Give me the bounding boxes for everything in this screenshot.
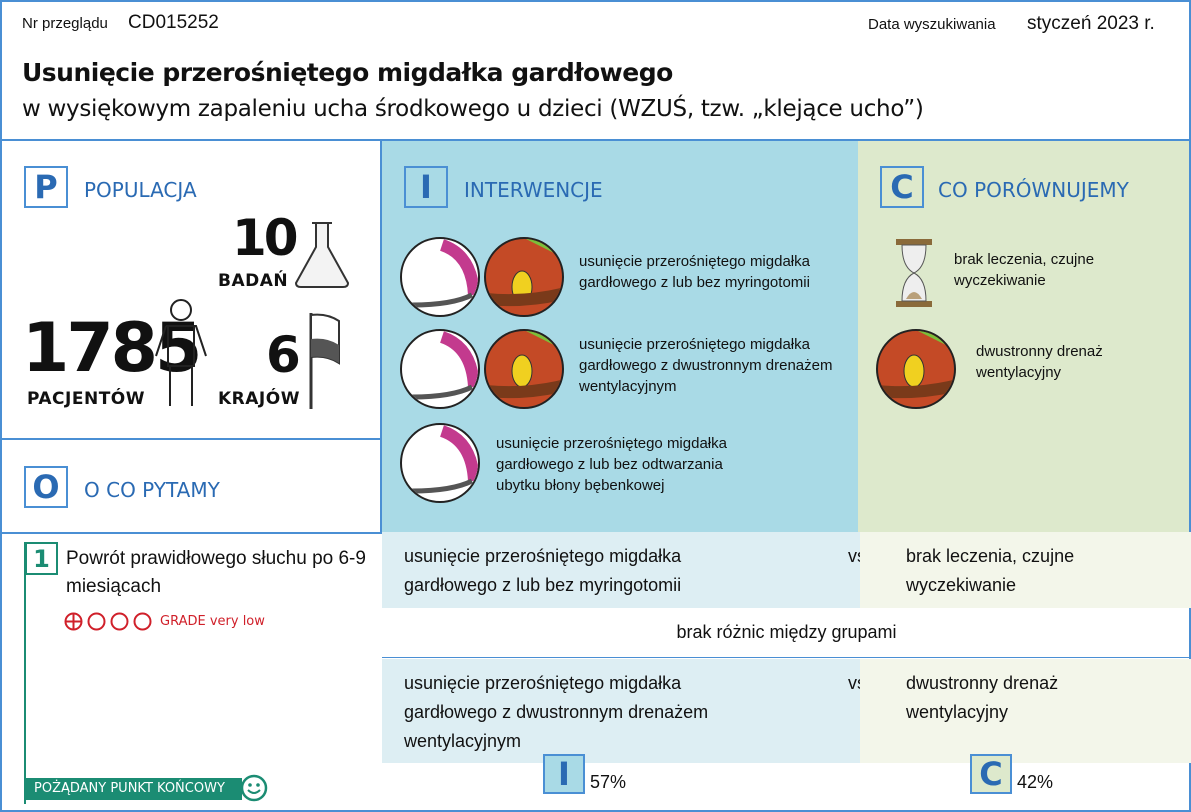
intervention-item: usunięcie przerośniętego migdałka gardło… bbox=[579, 336, 833, 395]
outcome-bar bbox=[24, 542, 26, 804]
control-text: dwustronny drenaż wentylacyjny bbox=[906, 673, 1059, 722]
ear-tube-icon bbox=[484, 237, 564, 317]
page-subtitle: w wysiękowym zapaleniu ucha środkowego u… bbox=[22, 96, 924, 122]
adenoid-removal-icon bbox=[400, 237, 480, 317]
countries-count: 6 bbox=[266, 326, 301, 384]
comparison-letter: C bbox=[880, 166, 924, 208]
patients-label: PACJENTÓW bbox=[27, 389, 145, 409]
flag-icon bbox=[309, 313, 340, 409]
review-id: CD015252 bbox=[128, 12, 219, 33]
smiley-icon bbox=[240, 774, 268, 802]
outcome-letter: O bbox=[24, 466, 68, 508]
comparison-result-letter: C bbox=[970, 754, 1012, 794]
date-label: Data wyszukiwania bbox=[868, 16, 996, 33]
hourglass-icon bbox=[896, 239, 932, 307]
ear-tube-icon bbox=[484, 329, 564, 409]
date-value: styczeń 2023 r. bbox=[1027, 13, 1155, 34]
grade-filled-icon bbox=[64, 612, 83, 631]
flask-icon bbox=[294, 222, 350, 288]
intervention-result-letter: I bbox=[543, 754, 585, 794]
person-icon bbox=[155, 299, 207, 406]
interventions-letter: I bbox=[404, 166, 448, 208]
population-panel: P POPULACJA 10 BADAŃ 1785 PACJENTÓW 6 KR… bbox=[0, 139, 382, 440]
comparison-row-1-control: brak leczenia, czujne wyczekiwanie bbox=[860, 532, 1191, 608]
grade-empty-icon bbox=[133, 612, 152, 631]
patients-count: 1785 bbox=[22, 309, 202, 388]
ear-tube-icon bbox=[876, 329, 956, 409]
outcome-text: Powrót prawidłowego słuchu po 6-9 miesią… bbox=[66, 548, 366, 597]
adenoid-removal-icon bbox=[400, 329, 480, 409]
intervention-item: usunięcie przerośniętego migdałka gardło… bbox=[579, 253, 810, 291]
intervention-text: usunięcie przerośniętego migdałka gardło… bbox=[404, 546, 682, 595]
control-text: brak leczenia, czujne wyczekiwanie bbox=[906, 546, 1075, 595]
countries-label: KRAJÓW bbox=[218, 389, 300, 409]
grade-empty-icon bbox=[110, 612, 129, 631]
review-label: Nr przeglądu bbox=[22, 15, 108, 32]
population-letter: P bbox=[24, 166, 68, 208]
comparison-row-2-control: dwustronny drenaż wentylacyjny bbox=[860, 659, 1191, 763]
interventions-title: INTERWENCJE bbox=[464, 178, 603, 202]
comparison-title: CO PORÓWNUJEMY bbox=[938, 178, 1129, 202]
intervention-percent: 57% bbox=[590, 772, 627, 792]
result-text: brak różnic między grupami bbox=[382, 608, 1191, 658]
intervention-item: usunięcie przerośniętego migdałka gardło… bbox=[496, 435, 727, 494]
outcome-title: O CO PYTAMY bbox=[84, 478, 220, 502]
header: Nr przeglądu CD015252 Data wyszukiwania … bbox=[0, 0, 1191, 141]
comparison-item: dwustronny drenaż wentylacyjny bbox=[976, 343, 1103, 381]
results-section: 1 Powrót prawidłowego słuchu po 6-9 mies… bbox=[0, 532, 1191, 812]
comparison-row-1-intervention: usunięcie przerośniętego migdałka gardło… bbox=[382, 532, 866, 608]
page-title: Usunięcie przerośniętego migdałka gardło… bbox=[22, 58, 673, 87]
adenoid-removal-icon bbox=[400, 423, 480, 503]
population-title: POPULACJA bbox=[84, 178, 197, 202]
grade-label: GRADE very low bbox=[160, 614, 265, 629]
outcome-panel: O O CO PYTAMY bbox=[0, 438, 382, 534]
comparison-panel: C CO PORÓWNUJEMY brak leczenia, czujne w… bbox=[858, 139, 1191, 534]
outcome-number: 1 bbox=[25, 542, 58, 575]
intervention-text: usunięcie przerośniętego migdałka gardło… bbox=[404, 673, 709, 751]
grade-rating: GRADE very low bbox=[64, 612, 265, 631]
comparison-item: brak leczenia, czujne wyczekiwanie bbox=[954, 251, 1095, 289]
comparison-percent: 42% bbox=[1017, 772, 1054, 792]
grade-empty-icon bbox=[87, 612, 106, 631]
interventions-panel: I INTERWENCJE usunięcie przerośniętego m… bbox=[380, 139, 858, 534]
comparison-row-2-intervention: usunięcie przerośniętego migdałka gardło… bbox=[382, 659, 866, 763]
studies-count: 10 bbox=[232, 209, 299, 267]
studies-label: BADAŃ bbox=[218, 271, 289, 291]
desired-outcome-label: POŻĄDANY PUNKT KOŃCOWY bbox=[24, 778, 242, 800]
